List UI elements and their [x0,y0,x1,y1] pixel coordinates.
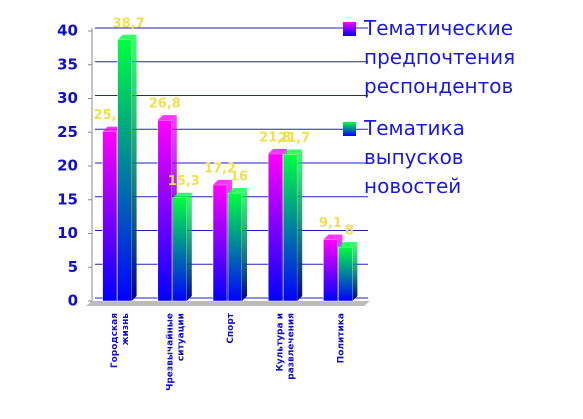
bar-side [242,188,247,301]
y-tick-label: 35 [57,55,78,73]
value-label: 15,3 [168,174,200,189]
y-tick-label: 0 [68,292,78,310]
bar [338,246,353,302]
x-tick-label-line: Спорт [226,312,236,343]
bar [157,119,173,302]
bar-side [186,192,192,301]
value-label: 21,7 [278,131,310,146]
value-label: 38,7 [113,16,145,31]
legend-swatch [343,22,356,36]
bar-top [228,188,247,193]
value-label: 21,8 [259,130,291,145]
x-tick-label: Городскаяжизнь [110,313,131,368]
legend-label: Тематика выпусков новостей [363,116,465,198]
bar [172,197,188,302]
x-tick-label-line: развлечения [286,313,296,380]
value-label: 16 [230,170,248,185]
bar-top [102,126,122,132]
x-tick-label-line: жизнь [121,313,131,346]
legend-line: новостей [364,174,461,198]
bar [102,131,117,302]
x-tick-label: Чрезвычайныеситуации [165,313,186,391]
bar [212,184,228,302]
y-tick-label: 25 [57,123,78,141]
bar [267,153,283,302]
bar-top [338,242,358,247]
x-tick-label-line: Городская [110,313,120,368]
bar [227,192,243,302]
legend-line: выпусков [364,145,464,169]
bar-side [352,242,358,301]
bar-top [213,179,232,185]
bar-top [157,115,177,121]
legend-line: Тематика [363,116,465,140]
x-tick-label-line: ситуации [176,313,186,361]
legend-line: предпочтения [364,45,515,69]
floor [86,301,370,306]
value-label: 17,2 [204,161,236,176]
y-tick-label: 20 [57,157,78,175]
x-tick-label-line: Чрезвычайные [165,313,175,391]
bar [282,154,298,302]
value-label: 8 [345,224,354,239]
bar [117,39,132,302]
bar-top [172,192,192,198]
x-tick-label-line: Культура и [275,313,285,372]
y-tick-label: 30 [57,89,78,107]
legend-line: Тематические [363,16,513,40]
x-tick-label: Культура иразвлечения [275,313,296,380]
bar-top [283,149,303,155]
x-tick-label-line: Политика [336,313,346,363]
x-tick-label: Политика [336,313,346,363]
legend-swatch [343,122,356,136]
legend-label: Тематические предпочтения респондентов [363,16,515,98]
bar-side [131,34,137,302]
y-tick-label: 40 [57,22,78,40]
value-label: 26,8 [149,97,181,112]
x-tick-label: Спорт [226,312,236,343]
y-tick-label: 5 [68,258,78,276]
bar-top [323,234,343,240]
bar [323,239,338,302]
bar-top [117,34,137,40]
legend-line: респондентов [364,74,513,98]
y-tick-label: 10 [57,224,78,242]
value-label: 9,1 [319,216,342,231]
bar-top [268,148,288,154]
bar-side [297,149,303,301]
y-tick-label: 15 [57,190,78,208]
